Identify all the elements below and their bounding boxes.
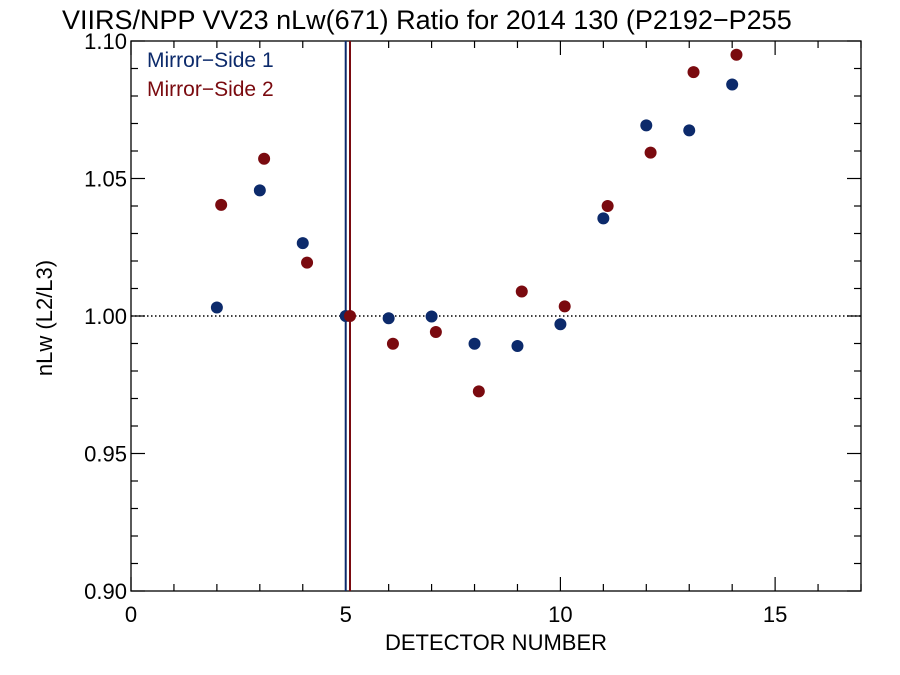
y-tick-label: 1.00: [84, 304, 127, 329]
data-point-series-2: [258, 152, 271, 165]
data-point-series-1: [640, 119, 653, 132]
data-point-series-2: [344, 310, 356, 322]
data-point-series-2: [601, 200, 614, 212]
data-point-series-1: [210, 301, 223, 314]
x-axis-label: DETECTOR NUMBER: [385, 630, 607, 655]
x-tick-label: 15: [763, 602, 787, 627]
data-point-series-1: [511, 339, 524, 352]
legend-item-mirror-side-1: Mirror−Side 1: [147, 49, 274, 72]
data-point-series-2: [687, 66, 700, 79]
y-axis-label: nLw (L2/L3): [32, 260, 57, 376]
data-point-series-2: [515, 285, 528, 298]
data-point-series-1: [253, 184, 266, 197]
data-point-series-1: [382, 312, 395, 325]
data-point-series-1: [554, 318, 567, 331]
data-point-series-1: [597, 212, 610, 225]
data-point-series-1: [425, 310, 438, 323]
legend-item-mirror-side-2: Mirror−Side 2: [147, 78, 274, 101]
y-tick-label: 1.10: [84, 29, 127, 54]
x-tick-label: 10: [548, 602, 572, 627]
y-tick-label: 1.05: [84, 167, 127, 192]
y-tick-label: 0.95: [84, 442, 127, 467]
data-point-series-2: [215, 198, 228, 211]
data-point-series-2: [429, 325, 442, 338]
data-point-series-2: [301, 256, 314, 269]
x-tick-label: 5: [340, 602, 352, 627]
data-point-series-1: [726, 78, 739, 91]
data-point-series-2: [472, 385, 485, 398]
data-point-series-2: [558, 300, 571, 313]
data-point-series-2: [644, 146, 657, 159]
chart-title: VIIRS/NPP VV23 nLw(671) Ratio for 2014 1…: [62, 5, 792, 35]
x-tick-label: 0: [125, 602, 137, 627]
y-tick-label: 0.90: [84, 579, 127, 604]
data-point-series-1: [468, 337, 481, 350]
data-point-series-2: [730, 48, 743, 61]
data-point-series-1: [296, 237, 309, 250]
data-point-series-2: [386, 337, 399, 350]
data-point-series-1: [683, 124, 696, 137]
